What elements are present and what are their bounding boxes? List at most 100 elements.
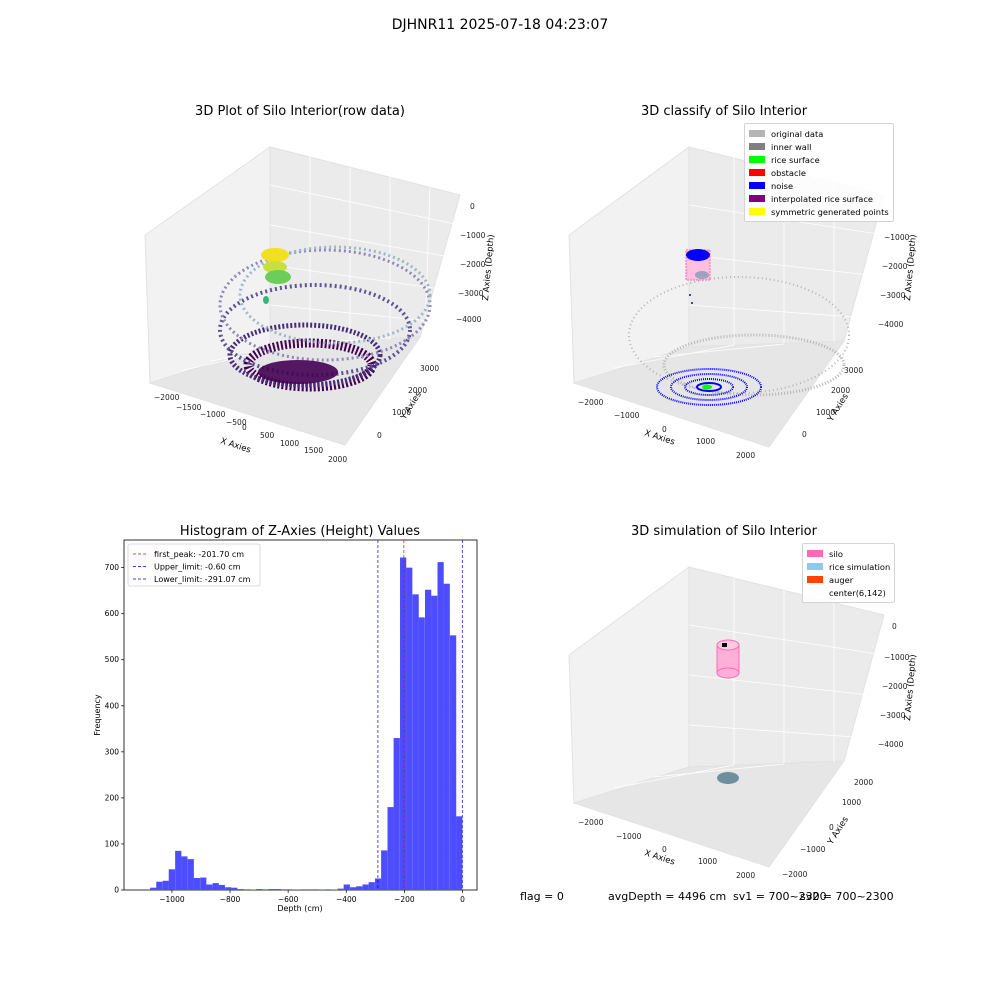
histogram-bar xyxy=(256,889,263,890)
histogram-legend-label: first_peak: -201.70 cm xyxy=(154,550,244,559)
svg-text:−2000: −2000 xyxy=(782,870,808,879)
histogram-x-ticks: −1000 −800 −600 −400 −200 0 xyxy=(159,890,465,904)
svg-text:1000: 1000 xyxy=(392,408,411,417)
legend-item-center: center(6,142) xyxy=(807,586,890,599)
svg-text:1000: 1000 xyxy=(842,798,861,807)
histogram-bar xyxy=(212,883,219,890)
classify-3d-plot: −2000 −1000 0 1000 2000 X Axies 0 1000 2000… xyxy=(568,146,919,460)
histogram-x-label: Depth (cm) xyxy=(277,904,322,913)
raw-plot-title: 3D Plot of Silo Interior(row data) xyxy=(195,104,405,119)
svg-text:−2000: −2000 xyxy=(882,682,908,691)
histogram-y-label: Frequency xyxy=(93,694,102,736)
histogram-legend: first_peak: -201.70 cm Upper_limit: -0.60… xyxy=(127,543,261,587)
raw-scatter-rings xyxy=(218,245,432,392)
svg-text:−3000: −3000 xyxy=(880,711,906,720)
simulation-plot-title: 3D simulation of Silo Interior xyxy=(631,524,817,539)
raw-z-ticks: 0 −1000 −2000 −3000 −4000 xyxy=(456,202,486,324)
histogram-bar xyxy=(200,877,207,890)
histogram-legend-box xyxy=(127,543,261,587)
svg-text:−500: −500 xyxy=(226,418,247,427)
histogram-bar xyxy=(268,889,275,890)
histogram-y-tick-label: 400 xyxy=(105,701,120,710)
histogram-y-tick-label: 200 xyxy=(105,793,120,802)
histogram-bars xyxy=(150,557,463,890)
histogram-bar xyxy=(375,878,382,890)
raw-back-pane xyxy=(269,146,461,346)
svg-text:2000: 2000 xyxy=(736,451,755,460)
svg-text:0: 0 xyxy=(662,425,667,434)
svg-text:−1000: −1000 xyxy=(884,653,910,662)
classify-silo-cylinder xyxy=(685,249,711,304)
histogram-bar xyxy=(418,617,425,890)
histogram-bar xyxy=(275,889,282,890)
classify-plot-title: 3D classify of Silo Interior xyxy=(640,104,808,119)
histogram-bar xyxy=(449,635,457,890)
simulation-x-label: X Axies xyxy=(643,848,676,867)
classify-legend: original data inner wall rice surface ob… xyxy=(744,123,894,222)
svg-text:−1000: −1000 xyxy=(614,411,640,420)
svg-text:0: 0 xyxy=(242,423,247,432)
histogram-bar xyxy=(356,886,363,890)
histogram-x-tick-label: −1000 xyxy=(159,895,185,904)
histogram-bar xyxy=(187,859,194,890)
legend-item-obstacle: obstacle xyxy=(749,166,889,179)
histogram-bar xyxy=(381,850,388,890)
svg-text:0: 0 xyxy=(470,202,475,211)
histogram-bar xyxy=(350,887,357,890)
histogram-bar xyxy=(368,882,375,890)
histogram-x-tick-label: −400 xyxy=(336,895,357,904)
raw-upper-cluster xyxy=(261,248,291,304)
raw-x-ticks: −2000−1500 −1000−500 0 500 1000 1500 2000 xyxy=(154,393,347,464)
histogram-bar xyxy=(162,880,169,890)
histogram-bar xyxy=(168,869,175,890)
svg-text:1000: 1000 xyxy=(696,437,715,446)
svg-text:−4000: −4000 xyxy=(878,320,904,329)
histogram-bar xyxy=(150,887,157,890)
svg-text:0: 0 xyxy=(802,430,807,439)
figure-title: DJHNR11 2025-07-18 04:23:07 xyxy=(391,17,609,33)
svg-text:−3000: −3000 xyxy=(880,291,906,300)
legend-item-original-data: original data xyxy=(749,127,889,140)
svg-text:3000: 3000 xyxy=(420,364,439,373)
raw-z-label: Z Axies (Depth) xyxy=(481,234,497,301)
histogram-y-tick-label: 600 xyxy=(105,609,120,618)
histogram-frame xyxy=(123,539,478,891)
svg-text:−1000: −1000 xyxy=(616,832,642,841)
svg-text:0: 0 xyxy=(377,431,382,440)
histogram-bar xyxy=(456,816,463,890)
legend-item-inner-wall: inner wall xyxy=(749,140,889,153)
legend-swatch xyxy=(749,130,765,137)
histogram-x-tick-label: 0 xyxy=(460,895,465,904)
svg-text:−2000: −2000 xyxy=(578,818,604,827)
classify-noise-rings xyxy=(656,368,762,406)
histogram-legend-label: Lower_limit: -291.07 cm xyxy=(154,575,251,584)
svg-text:−4000: −4000 xyxy=(456,315,482,324)
svg-text:0: 0 xyxy=(662,845,667,854)
svg-text:0: 0 xyxy=(892,622,897,631)
histogram-x-tick-label: −600 xyxy=(278,895,299,904)
svg-text:−1000: −1000 xyxy=(460,231,486,240)
svg-text:1000: 1000 xyxy=(280,439,299,448)
svg-text:−1000: −1000 xyxy=(200,410,226,419)
svg-text:−1500: −1500 xyxy=(176,403,202,412)
histogram-bar xyxy=(218,884,225,890)
histogram-bar xyxy=(337,888,344,890)
simulation-legend: silo rice simulation auger center(6,142) xyxy=(802,543,896,603)
histogram-vlines xyxy=(377,540,463,890)
svg-text:1000: 1000 xyxy=(816,408,835,417)
simulation-rice xyxy=(717,772,739,784)
histogram-bar xyxy=(181,856,188,890)
svg-text:500: 500 xyxy=(260,431,275,440)
svg-text:3000: 3000 xyxy=(844,366,863,375)
histogram-bar xyxy=(443,583,450,890)
histogram-bar xyxy=(424,589,432,890)
raw-x-label: X Axies xyxy=(219,436,252,455)
sv1-text: sv1 = 700~2300 xyxy=(733,890,827,903)
svg-text:0: 0 xyxy=(829,823,834,832)
histogram-legend-label: Upper_limit: -0.60 cm xyxy=(154,563,241,572)
svg-text:−2000: −2000 xyxy=(882,262,908,271)
histogram-y-ticks: 0 100 200 300 400 500 600 700 xyxy=(105,563,124,895)
histogram-bar xyxy=(156,881,163,890)
avg-depth-text: avgDepth = 4496 cm xyxy=(608,890,727,903)
svg-text:2000: 2000 xyxy=(736,871,755,880)
